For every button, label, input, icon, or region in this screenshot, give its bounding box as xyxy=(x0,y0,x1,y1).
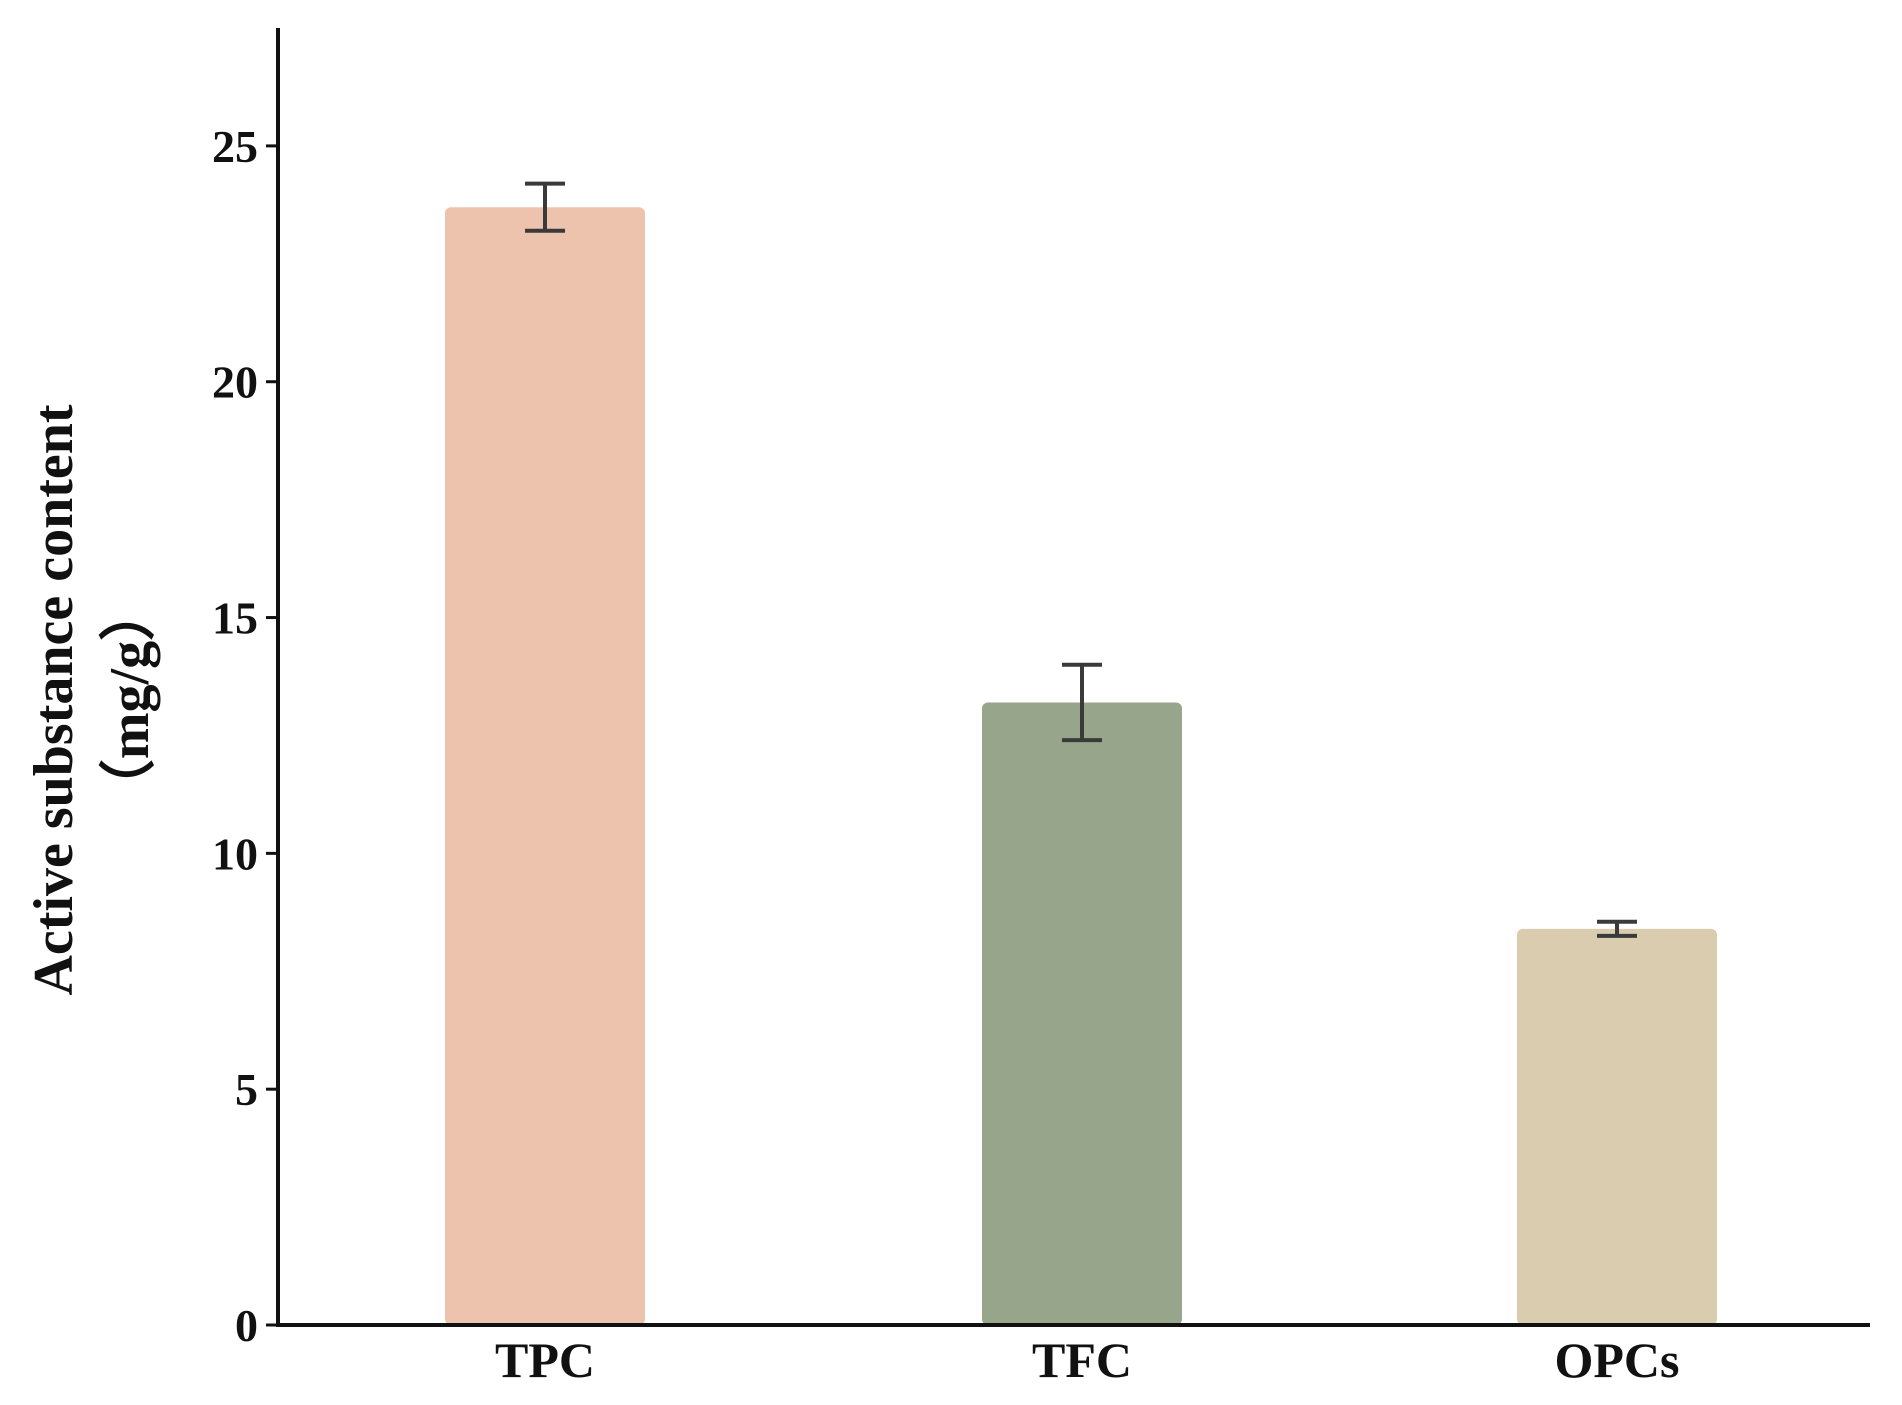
error-bars-layer xyxy=(525,181,1637,938)
y-axis-title-main: Active substance content xyxy=(23,404,85,995)
bar-tfc xyxy=(982,702,1182,1325)
y-tick-label-10: 10 xyxy=(212,828,258,879)
error-bar-opcs xyxy=(1597,919,1637,938)
x-tick-label-opcs: OPCs xyxy=(1555,1332,1680,1388)
y-tick-label-25: 25 xyxy=(212,121,258,172)
error-bar-tfc xyxy=(1062,662,1102,743)
y-tick-label-20: 20 xyxy=(212,357,258,408)
y-tick-label-0: 0 xyxy=(235,1300,258,1351)
bar-tpc xyxy=(445,207,645,1326)
y-axis-title-unit: （mg/g） xyxy=(98,585,161,815)
error-bar-tpc xyxy=(525,181,565,233)
y-ticks-layer: 0 5 10 15 20 25 xyxy=(212,121,278,1351)
y-tick-label-5: 5 xyxy=(235,1064,258,1115)
axes-layer xyxy=(276,28,1870,1327)
y-axis-title: Active substance content （mg/g） xyxy=(23,404,161,995)
x-tick-labels-layer: TPC TFC OPCs xyxy=(495,1332,1680,1388)
x-tick-label-tfc: TFC xyxy=(1032,1332,1132,1388)
bar-opcs xyxy=(1517,928,1717,1325)
x-tick-label-tpc: TPC xyxy=(495,1332,595,1388)
y-tick-label-15: 15 xyxy=(212,593,258,644)
bars-layer xyxy=(445,207,1717,1326)
